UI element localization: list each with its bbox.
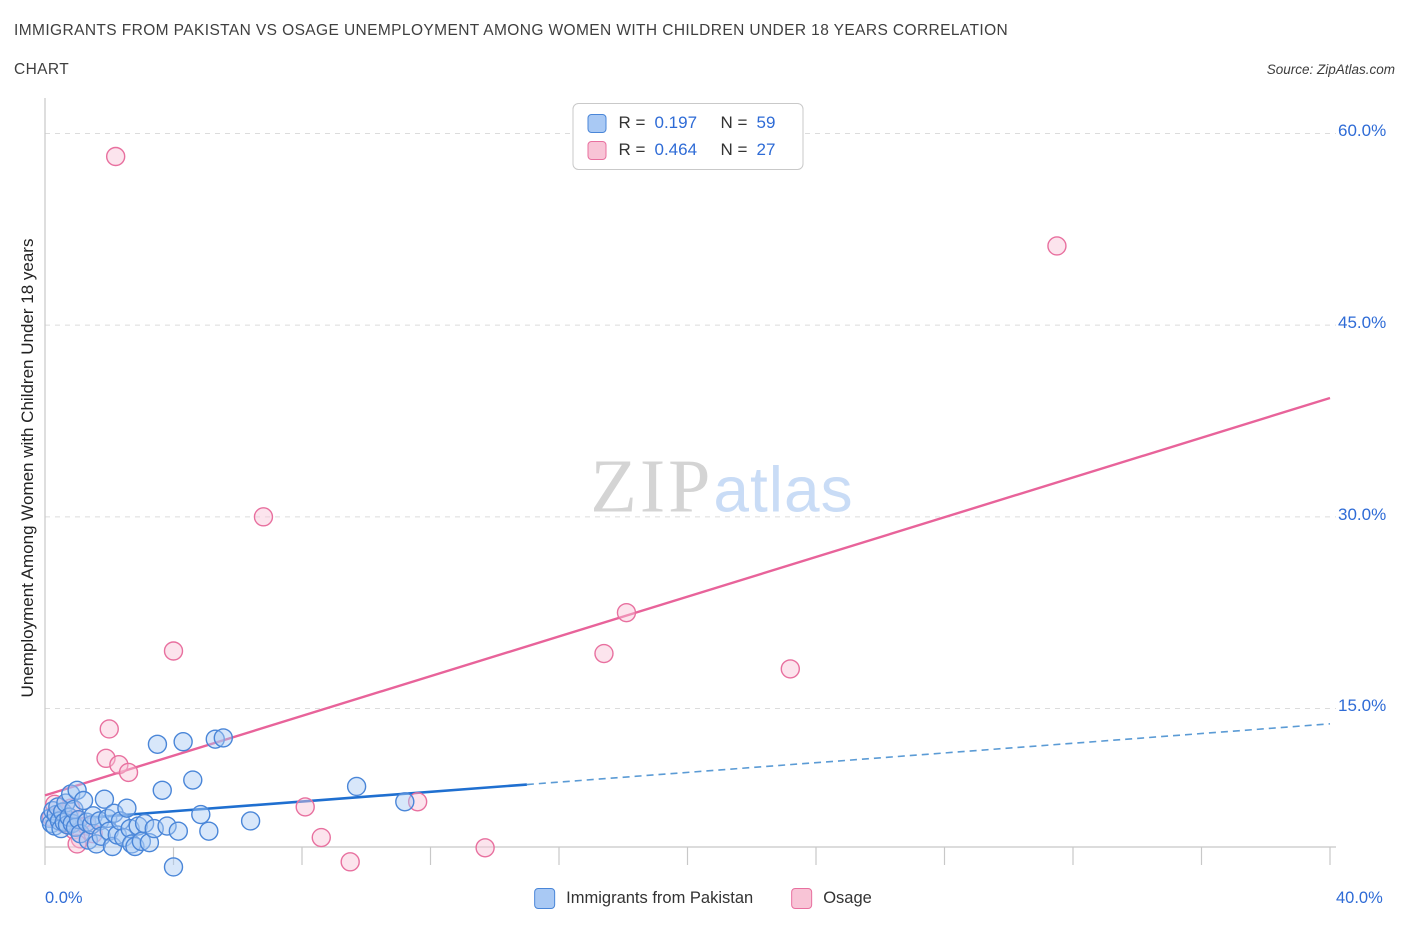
y-tick-45: 45.0% bbox=[1338, 313, 1387, 332]
data-point-osage bbox=[105, 146, 126, 167]
legend-item-osage: Osage bbox=[791, 888, 872, 909]
data-point-osage bbox=[253, 507, 274, 527]
legend-label-pakistan: Immigrants from Pakistan bbox=[566, 889, 754, 907]
data-point-pakistan bbox=[152, 780, 172, 800]
data-point-osage bbox=[594, 643, 614, 664]
data-point-pakistan bbox=[191, 804, 211, 825]
data-point-osage bbox=[616, 602, 637, 623]
data-point-osage bbox=[340, 852, 360, 872]
data-point-pakistan bbox=[240, 811, 261, 831]
data-point-pakistan bbox=[168, 821, 189, 841]
data-point-pakistan bbox=[199, 821, 219, 841]
data-point-osage bbox=[163, 641, 184, 661]
data-point-osage bbox=[109, 755, 129, 775]
x-tick-min: 0.0% bbox=[45, 889, 83, 907]
data-point-pakistan bbox=[94, 789, 115, 809]
watermark-zip-text: ZIP bbox=[590, 444, 714, 529]
page-title-line2: CHART bbox=[14, 61, 70, 78]
r-label: R = bbox=[618, 140, 646, 159]
legend-item-pakistan: Immigrants from Pakistan bbox=[534, 888, 753, 909]
data-point-pakistan bbox=[173, 732, 193, 752]
data-point-pakistan bbox=[134, 813, 155, 834]
data-point-osage bbox=[780, 659, 800, 679]
legend-label-osage: Osage bbox=[823, 889, 872, 907]
series-legend: Immigrants from Pakistan Osage bbox=[534, 888, 872, 909]
n-value-osage: 27 bbox=[756, 140, 776, 159]
data-point-pakistan bbox=[395, 792, 415, 812]
data-point-osage bbox=[295, 797, 315, 817]
r-value-pakistan: 0.197 bbox=[654, 113, 698, 132]
pink-series-swatch bbox=[587, 140, 607, 160]
data-point-pakistan bbox=[213, 728, 233, 748]
stats-row-osage: R = 0.464 N = 27 bbox=[587, 140, 787, 160]
data-point-pakistan bbox=[83, 806, 103, 826]
data-point-osage bbox=[1047, 236, 1067, 256]
data-point-pakistan bbox=[117, 798, 137, 818]
n-value-pakistan: 59 bbox=[756, 113, 776, 132]
blue-series-swatch bbox=[587, 113, 607, 133]
n-label: N = bbox=[720, 140, 748, 159]
n-label: N = bbox=[720, 113, 748, 132]
stats-row-pakistan: R = 0.197 N = 59 bbox=[587, 113, 787, 133]
source-credit: Source: ZipAtlas.com bbox=[1266, 62, 1395, 77]
data-point-pakistan bbox=[163, 857, 184, 877]
y-tick-30: 30.0% bbox=[1338, 505, 1387, 524]
y-tick-15: 15.0% bbox=[1338, 696, 1387, 715]
blue-series-swatch bbox=[534, 888, 556, 909]
data-point-osage bbox=[311, 827, 331, 848]
pakistan-trend-line-extrapolated bbox=[526, 723, 1331, 786]
data-point-pakistan bbox=[346, 776, 367, 797]
data-point-pakistan bbox=[205, 729, 225, 749]
zipatlas-watermark: ZIPatlas bbox=[590, 444, 853, 531]
data-point-pakistan bbox=[125, 836, 145, 857]
data-point-osage bbox=[475, 838, 495, 858]
data-point-pakistan bbox=[157, 816, 177, 836]
watermark-atlas-text: atlas bbox=[713, 453, 854, 526]
r-label: R = bbox=[618, 113, 646, 132]
r-value-osage: 0.464 bbox=[654, 140, 698, 159]
data-point-pakistan bbox=[147, 734, 168, 754]
data-point-osage bbox=[99, 719, 119, 739]
y-tick-60: 60.0% bbox=[1338, 121, 1387, 140]
page-title-line1: IMMIGRANTS FROM PAKISTAN VS OSAGE UNEMPL… bbox=[14, 22, 1009, 39]
correlation-stats-legend: R = 0.197 N = 59 R = 0.464 N = 27 bbox=[572, 103, 804, 170]
pink-series-swatch bbox=[791, 888, 813, 909]
data-point-pakistan bbox=[73, 790, 94, 811]
x-tick-max: 40.0% bbox=[1336, 889, 1383, 907]
pakistan-trend-line bbox=[44, 783, 527, 823]
data-point-pakistan bbox=[183, 770, 203, 790]
osage-trend-line bbox=[44, 396, 1331, 797]
data-point-osage bbox=[118, 762, 139, 783]
data-point-pakistan bbox=[67, 780, 87, 800]
